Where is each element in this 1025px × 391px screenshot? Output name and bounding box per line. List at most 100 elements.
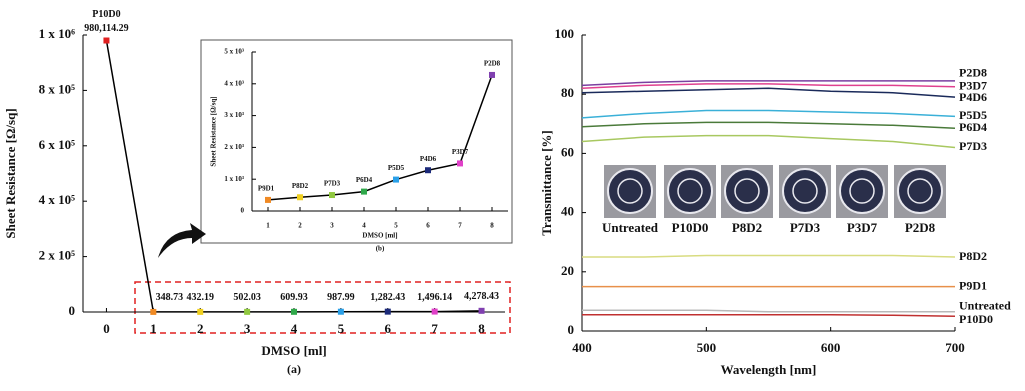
x-tick-label: 3 [330, 222, 334, 230]
y-tick-label: 1 x 10⁶ [39, 26, 76, 41]
caption: (b) [376, 245, 385, 253]
highlight-box [134, 281, 511, 334]
x-tick-label: 2 [298, 222, 302, 230]
x-tick-label: 1 [150, 321, 157, 336]
value-label: 502.03 [233, 292, 261, 303]
marker [457, 160, 463, 167]
series-line [581, 109, 956, 119]
marker [291, 308, 297, 315]
y-tick-label: 8 x 10⁵ [39, 81, 76, 96]
x-tick-label: 7 [458, 222, 462, 230]
series-line [581, 80, 955, 87]
series-label: P3D7 [959, 79, 987, 93]
y-axis-label: Sheet Resistance [Ω/sq] [210, 96, 218, 166]
value-label: 1,282.43 [370, 292, 405, 303]
marker [489, 71, 495, 78]
y-tick-label: 2 x 10³ [224, 143, 244, 151]
point-label: P5D5 [388, 164, 405, 172]
value-label: 348.73 [156, 292, 184, 303]
x-tick-label: 500 [697, 340, 717, 355]
sample-seal-inner [617, 178, 643, 204]
series-line [581, 83, 956, 90]
marker [197, 308, 204, 315]
marker [297, 194, 303, 201]
x-tick-label: 400 [572, 340, 592, 355]
sample-seal-inner [677, 178, 703, 204]
caption: (a) [287, 362, 301, 376]
x-tick-label: 6 [385, 321, 392, 336]
y-tick-label: 1 x 10³ [224, 175, 244, 183]
series-label: P5D5 [959, 108, 987, 122]
y-tick-label: 100 [555, 26, 575, 41]
value-label: 609.93 [280, 292, 308, 303]
series-line [581, 121, 956, 129]
x-tick-label: 8 [490, 222, 494, 230]
marker [103, 37, 110, 44]
point-label: P7D3 [324, 180, 341, 188]
value-label: 1,496.14 [417, 292, 452, 303]
sample-seal [724, 168, 770, 214]
series-line [582, 313, 956, 317]
y-tick-label: 0 [69, 303, 76, 318]
photo-label: P8D2 [732, 220, 762, 235]
x-tick-label: 5 [394, 222, 398, 230]
series-label: P9D1 [959, 278, 987, 292]
y-axis-label: Transmittance [%] [539, 130, 554, 236]
marker [150, 308, 157, 315]
y-tick-label: 3 x 10³ [224, 111, 244, 119]
sample-seal-inner [907, 178, 933, 204]
series-line [582, 309, 955, 313]
x-axis-label: DMSO [ml] [261, 343, 326, 358]
series-line [581, 87, 956, 98]
x-tick-label: 4 [291, 321, 298, 336]
x-tick-label: 7 [431, 321, 438, 336]
y-tick-label: 60 [561, 144, 574, 159]
x-tick-label: 4 [362, 222, 366, 230]
series-label: P8D2 [959, 249, 987, 263]
y-tick-label: 4 x 10⁵ [39, 192, 76, 207]
y-tick-label: 4 x 10³ [224, 79, 244, 87]
x-tick-label: 600 [821, 340, 841, 355]
point-label: P4D6 [420, 155, 437, 163]
marker [425, 167, 431, 174]
x-axis-label: Wavelength [nm] [721, 362, 817, 377]
marker [361, 188, 367, 195]
marker [244, 308, 251, 315]
point-label: P6D4 [356, 176, 373, 184]
series-label: P6D4 [959, 120, 987, 134]
series-label: P2D8 [959, 66, 987, 80]
point-label: P8D2 [292, 182, 309, 190]
point-label: P10D0 [92, 9, 120, 20]
arrow [158, 223, 206, 258]
series-line [582, 254, 956, 258]
marker [329, 192, 335, 199]
sample-seal [607, 168, 653, 214]
y-tick-label: 0 [568, 322, 575, 337]
y-tick-label: 40 [561, 204, 574, 219]
marker [384, 308, 391, 315]
y-tick-label: 2 x 10⁵ [39, 248, 76, 263]
point-label: P9D1 [258, 185, 275, 193]
series-label: P4D6 [959, 90, 987, 104]
value-label: 987.99 [327, 292, 355, 303]
x-tick-label: 0 [103, 321, 110, 336]
photo-label: P7D3 [790, 220, 821, 235]
sample-seal [667, 168, 713, 214]
marker [478, 307, 485, 314]
point-label: P3D7 [452, 148, 469, 156]
series-label: P7D3 [959, 139, 987, 153]
inset-frame [200, 39, 513, 244]
value-label: 980,114.29 [84, 23, 128, 34]
x-tick-label: 3 [244, 321, 251, 336]
photo-label: Untreated [602, 220, 659, 235]
y-axis-label: Sheet Resistance [Ω/sq] [3, 108, 18, 238]
point-label: P2D8 [484, 60, 501, 68]
y-tick-label: 80 [561, 85, 574, 100]
series-line [581, 134, 956, 149]
y-tick-label: 0 [241, 207, 245, 215]
series-label: P10D0 [959, 312, 993, 326]
marker [393, 176, 399, 183]
x-tick-label: 6 [426, 222, 430, 230]
y-tick-label: 6 x 10⁵ [39, 137, 76, 152]
